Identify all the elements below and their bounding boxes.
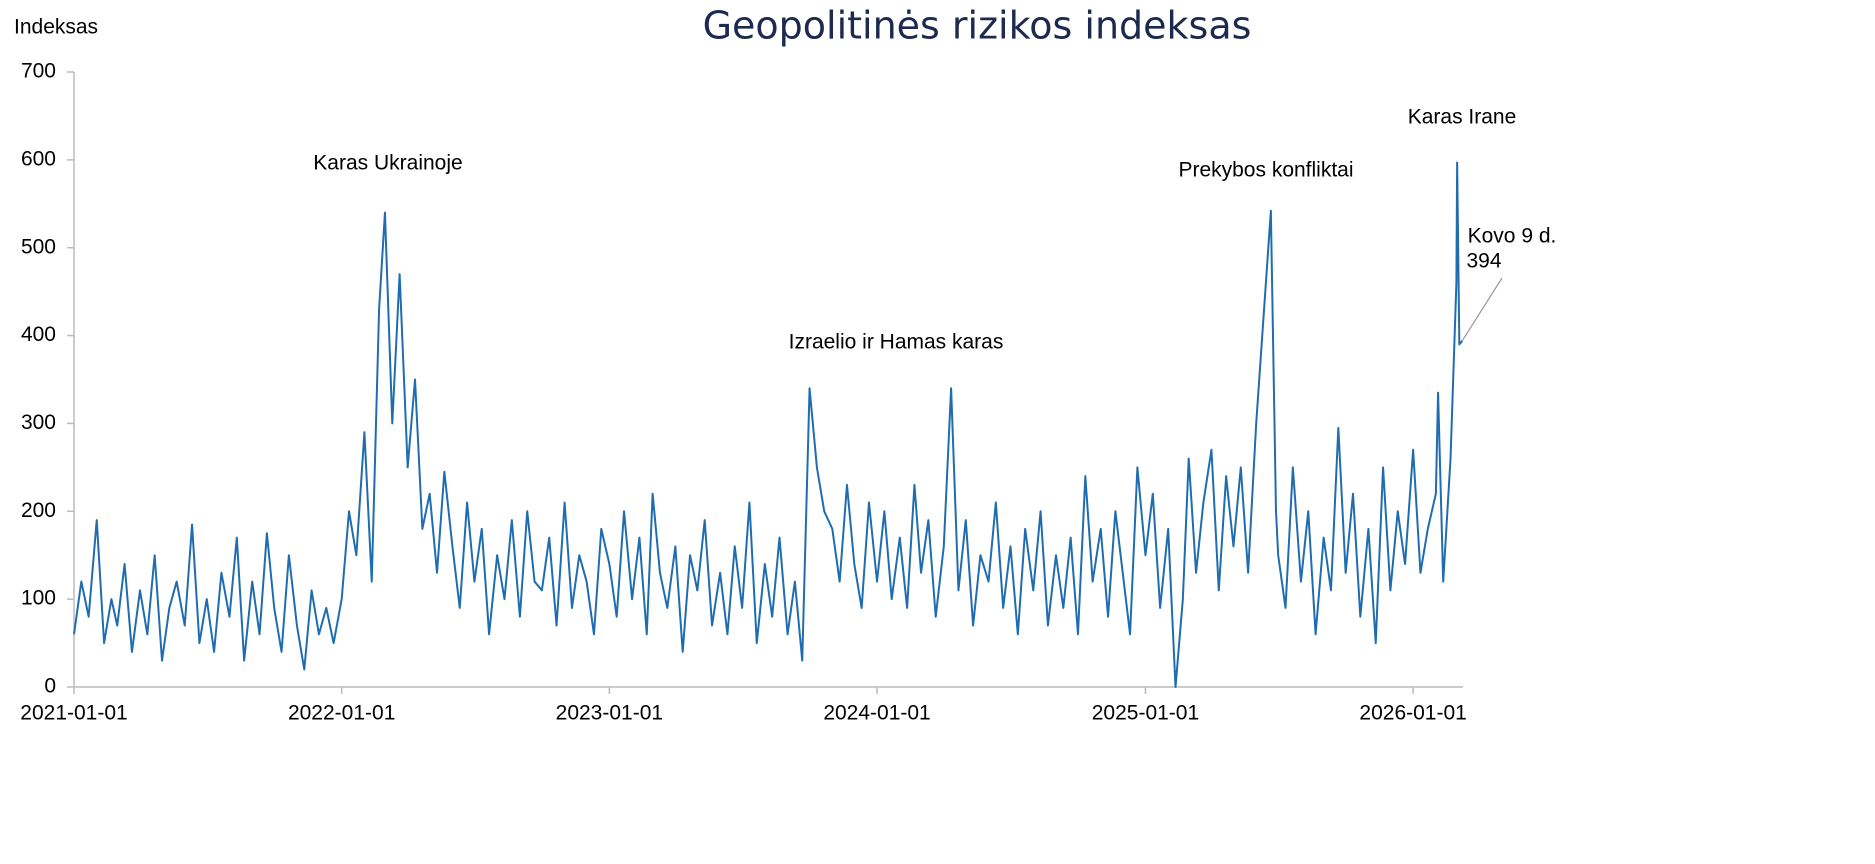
annotation-value: 394: [1466, 250, 1501, 273]
y-tick-label: 300: [21, 411, 56, 434]
x-tick-label: 2025-01-01: [1092, 702, 1199, 725]
y-tick-label: 400: [21, 323, 56, 346]
y-tick-label: 500: [21, 235, 56, 258]
y-tick-label: 700: [21, 60, 56, 83]
annotation: Karas Irane: [1408, 106, 1517, 129]
y-tick-label: 100: [21, 587, 56, 610]
annotation: Prekybos konfliktai: [1178, 159, 1353, 182]
x-tick-label: 2026-01-01: [1359, 702, 1466, 725]
annotation: Kovo 9 d.: [1468, 225, 1557, 248]
y-tick-label: 200: [21, 499, 56, 522]
annotation-leader: [1461, 277, 1503, 342]
x-tick-label: 2022-01-01: [288, 702, 395, 725]
chart-title: Geopolitinės rizikos indeksas: [703, 4, 1252, 48]
x-tick-label: 2021-01-01: [20, 702, 127, 725]
series-line: [73, 161, 1464, 688]
annotation: Karas Ukrainoje: [313, 152, 462, 175]
x-tick-label: 2024-01-01: [823, 702, 930, 725]
y-tick-label: 600: [21, 147, 56, 170]
annotation: Izraelio ir Hamas karas: [789, 331, 1004, 354]
y-axis-label: Indeksas: [14, 16, 98, 39]
x-tick-label: 2023-01-01: [556, 702, 663, 725]
y-tick-label: 0: [44, 675, 56, 698]
